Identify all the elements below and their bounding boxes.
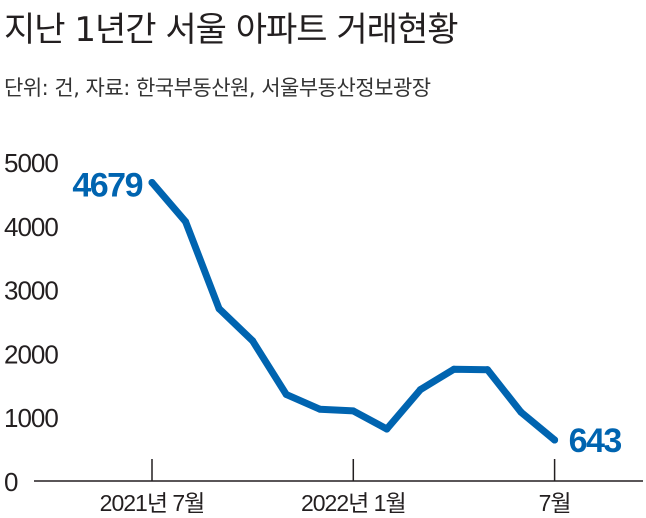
data-point <box>551 436 559 444</box>
y-tick-label: 2000 <box>4 339 58 369</box>
data-point <box>349 407 357 415</box>
x-tick-label: 2022년 1월 <box>301 490 406 516</box>
data-label: 643 <box>569 422 622 460</box>
data-point <box>215 305 223 313</box>
y-tick-label: 4000 <box>4 212 58 242</box>
y-tick-label: 0 <box>4 467 18 497</box>
chart-subtitle: 단위: 건, 자료: 한국부동산원, 서울부동산정보광장 <box>4 76 431 100</box>
data-point <box>416 386 424 394</box>
y-tick-label: 3000 <box>4 276 58 306</box>
data-point <box>282 390 290 398</box>
y-tick-label: 1000 <box>4 403 58 433</box>
data-point <box>517 408 525 416</box>
x-tick-label: 7월 <box>539 490 571 516</box>
data-point <box>450 365 458 373</box>
data-point <box>148 178 156 186</box>
data-point <box>316 405 324 413</box>
chart-title: 지난 1년간 서울 아파트 거래현황 <box>4 10 459 50</box>
data-label: 4679 <box>72 166 142 204</box>
data-point <box>182 218 190 226</box>
data-point <box>383 425 391 433</box>
data-point <box>484 366 491 374</box>
y-tick-label: 5000 <box>4 148 58 178</box>
series-line <box>148 179 559 444</box>
data-point <box>249 337 257 345</box>
x-tick-label: 2021년 7월 <box>100 490 205 516</box>
